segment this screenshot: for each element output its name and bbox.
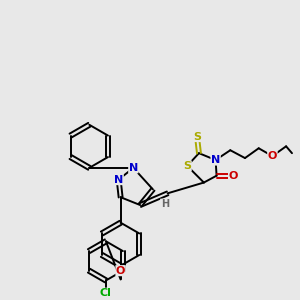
Text: H: H xyxy=(160,199,169,209)
Text: S: S xyxy=(193,131,201,142)
Text: N: N xyxy=(129,163,138,173)
Text: O: O xyxy=(229,171,238,181)
Text: O: O xyxy=(268,151,277,161)
Text: N: N xyxy=(114,175,123,184)
Text: O: O xyxy=(116,266,125,276)
Text: N: N xyxy=(211,155,220,165)
Text: Cl: Cl xyxy=(100,288,112,298)
Text: S: S xyxy=(183,161,191,171)
